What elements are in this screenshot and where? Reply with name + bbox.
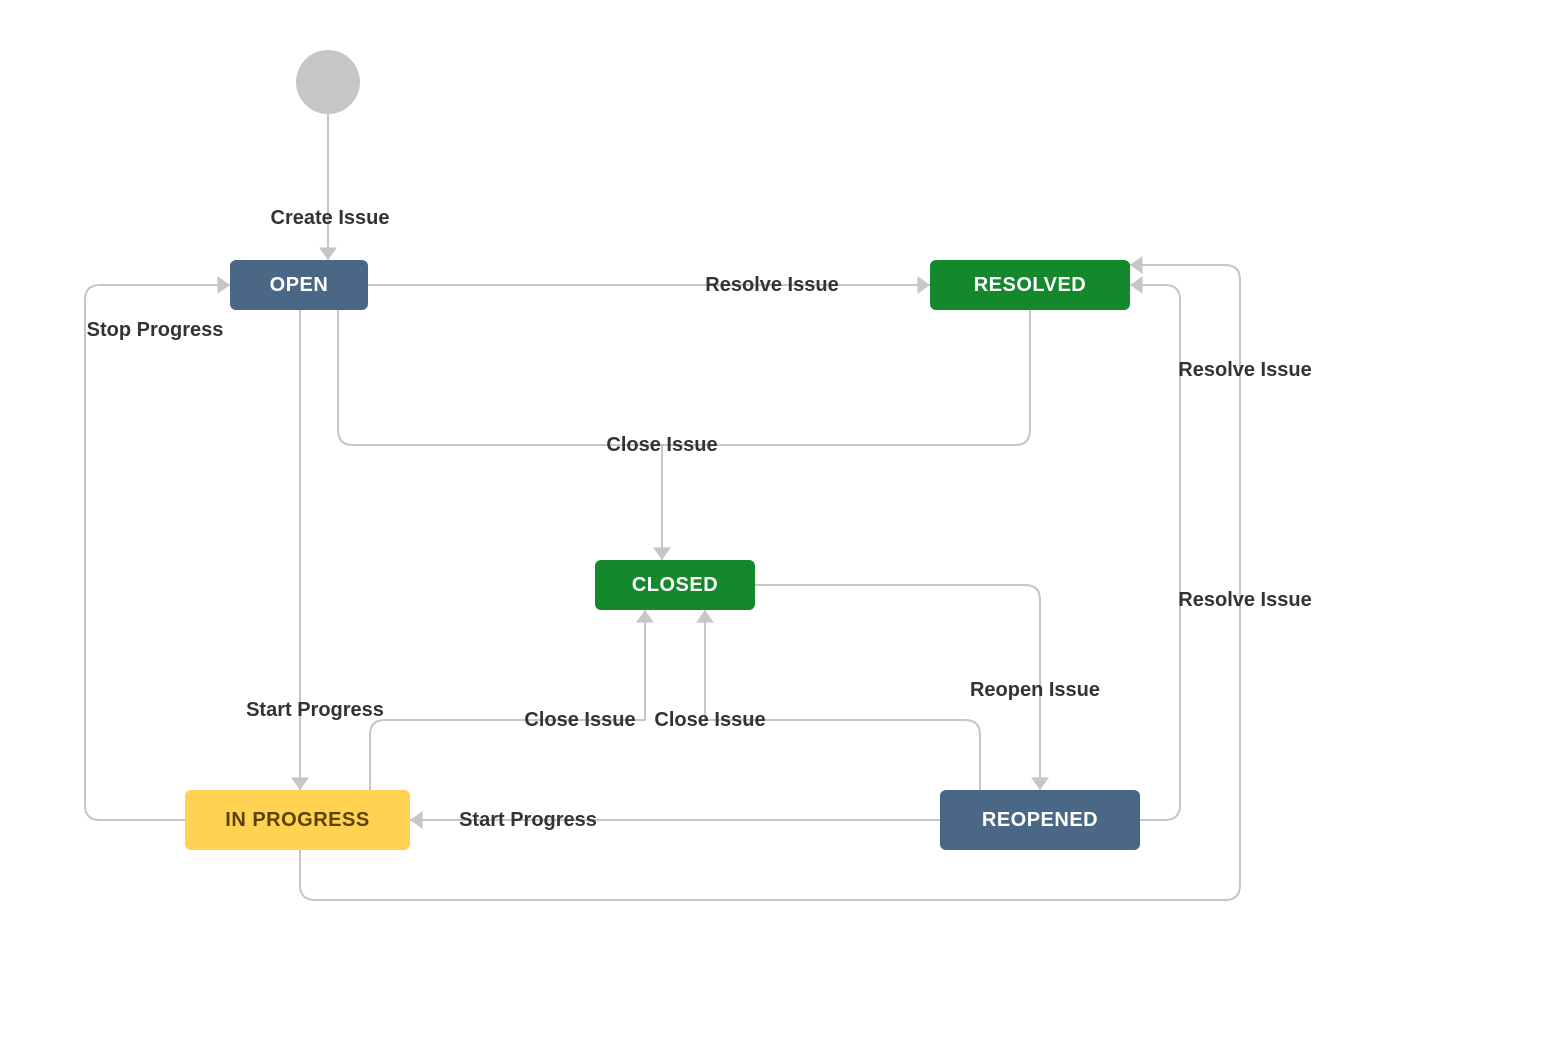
edge-inprog-close (370, 610, 645, 790)
edge-label-start-progress: Start Progress (246, 699, 384, 721)
arrow-head (696, 610, 714, 623)
node-label-resolved: RESOLVED (974, 274, 1087, 296)
edge-label-stop-progress: Stop Progress (87, 319, 224, 341)
arrow-head (636, 610, 654, 623)
edge-label-reopen-resolve: Resolve Issue (1178, 589, 1311, 611)
arrow-head (1031, 777, 1049, 790)
edge-label-inprog-resolve: Resolve Issue (1178, 359, 1311, 381)
node-label-closed: CLOSED (632, 574, 718, 596)
node-label-reopened: REOPENED (982, 809, 1098, 831)
edge-label-reopen-inprog: Start Progress (459, 809, 597, 831)
edge-stop-progress (85, 285, 230, 820)
arrow-head (1130, 276, 1143, 294)
edge-reopen-close (705, 610, 980, 790)
arrow-head (291, 777, 309, 790)
arrow-head (653, 547, 671, 560)
edge-label-closed-reopen: Reopen Issue (970, 679, 1100, 701)
edge-reopen-resolve (1130, 285, 1180, 820)
edge-label-open-close: Close Issue (606, 434, 717, 456)
edge-open-close (338, 310, 1030, 445)
node-label-open: OPEN (270, 274, 329, 296)
arrow-head (1130, 256, 1143, 274)
edge-label-inprog-close: Close Issue (524, 709, 635, 731)
arrow-head (917, 276, 930, 294)
node-label-inprogress: IN PROGRESS (225, 809, 369, 831)
workflow-diagram: OPEN RESOLVED CLOSED IN PROGRESS REOPENED Cr… (0, 0, 1557, 1047)
arrow-head (410, 811, 423, 829)
start-node (296, 50, 360, 114)
edge-label-create: Create Issue (271, 207, 390, 229)
arrow-head (217, 276, 230, 294)
edge-label-reopen-close: Close Issue (654, 709, 765, 731)
arrow-head (319, 247, 337, 260)
edge-label-open-resolved: Resolve Issue (705, 274, 838, 296)
